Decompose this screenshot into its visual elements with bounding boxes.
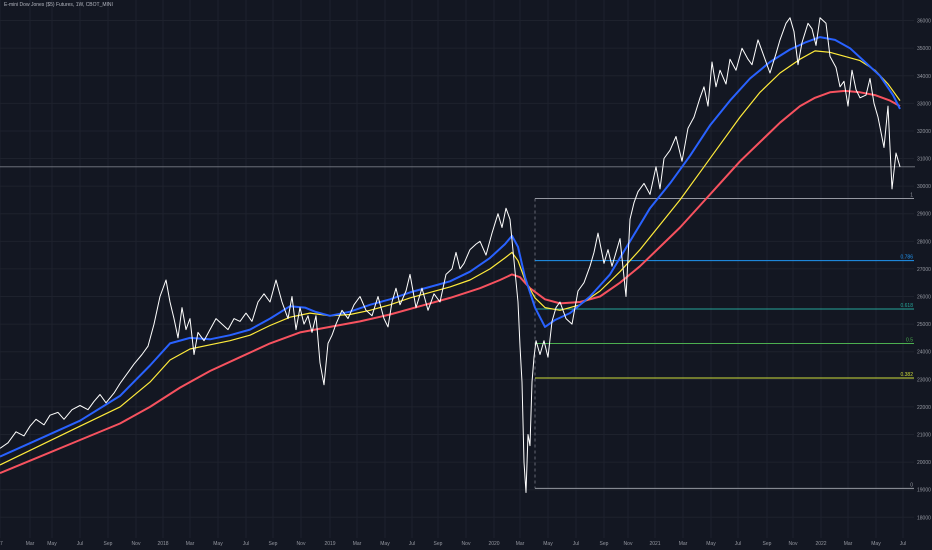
series-lines bbox=[0, 17, 901, 493]
x-tick-label: Nov bbox=[132, 541, 141, 547]
x-tick-label: Mar bbox=[26, 541, 35, 547]
x-tick-label: 2018 bbox=[157, 541, 168, 547]
y-tick-label: 36000 bbox=[917, 19, 931, 25]
x-tick-label: Mar bbox=[844, 541, 853, 547]
fib-level-label: 0 bbox=[910, 482, 913, 488]
y-tick-label: 23000 bbox=[917, 377, 931, 383]
x-axis[interactable]: 7 Mar May Jul Sep Nov 2018 Mar May Jul Sep Nov 2019 M… bbox=[0, 541, 906, 547]
y-tick-label: 29000 bbox=[917, 212, 931, 218]
y-tick-label: 32000 bbox=[917, 129, 931, 135]
fib-level-label: 0.618 bbox=[900, 303, 913, 309]
x-tick-label: Jul bbox=[243, 541, 249, 547]
y-tick-label: 27000 bbox=[917, 267, 931, 273]
x-tick-label: Nov bbox=[462, 541, 471, 547]
fib-level-label: 0.382 bbox=[900, 372, 913, 378]
price-line bbox=[0, 17, 901, 493]
x-tick-label: Mar bbox=[679, 541, 688, 547]
y-tick-label: 26000 bbox=[917, 295, 931, 301]
y-tick-label: 33000 bbox=[917, 101, 931, 107]
x-tick-label: Sep bbox=[269, 541, 278, 547]
x-tick-label: Mar bbox=[516, 541, 525, 547]
y-tick-label: 35000 bbox=[917, 46, 931, 52]
x-tick-label: Nov bbox=[789, 541, 798, 547]
x-tick-label: Jul bbox=[573, 541, 579, 547]
x-tick-label: Sep bbox=[763, 541, 772, 547]
fib-level-label: 0.5 bbox=[906, 337, 913, 343]
y-tick-label: 25000 bbox=[917, 322, 931, 328]
y-tick-label: 34000 bbox=[917, 74, 931, 80]
y-tick-label: 24000 bbox=[917, 350, 931, 356]
ma-yellow-line bbox=[0, 50, 901, 466]
grid bbox=[0, 0, 914, 538]
fib-retracement[interactable]: 1 0.786 0.618 0.5 0.382 0 bbox=[534, 193, 914, 489]
x-tick-label: Mar bbox=[186, 541, 195, 547]
y-axis[interactable]: 18000 19000 20000 21000 22000 23000 24000 25000… bbox=[917, 19, 931, 522]
x-tick-label: Jul bbox=[735, 541, 741, 547]
x-tick-label: Nov bbox=[297, 541, 306, 547]
chart-title: E-mini Dow Jones ($5) Futures, 1W, CBOT_… bbox=[4, 2, 113, 8]
x-tick-label: Sep bbox=[434, 541, 443, 547]
y-tick-label: 31000 bbox=[917, 157, 931, 163]
y-tick-label: 18000 bbox=[917, 515, 931, 521]
x-tick-label: May bbox=[706, 541, 716, 547]
y-tick-label: 30000 bbox=[917, 184, 931, 190]
x-tick-label: 2022 bbox=[815, 541, 826, 547]
x-tick-label: 2019 bbox=[324, 541, 335, 547]
x-tick-label: May bbox=[213, 541, 223, 547]
x-tick-label: Jul bbox=[409, 541, 415, 547]
x-tick-label: Mar bbox=[353, 541, 362, 547]
x-tick-label: Jul bbox=[900, 541, 906, 547]
x-tick-label: May bbox=[871, 541, 881, 547]
x-tick-label: Jul bbox=[77, 541, 83, 547]
x-tick-label: May bbox=[47, 541, 57, 547]
y-tick-label: 20000 bbox=[917, 460, 931, 466]
y-tick-label: 28000 bbox=[917, 239, 931, 245]
y-tick-label: 19000 bbox=[917, 488, 931, 494]
x-tick-label: Sep bbox=[104, 541, 113, 547]
ma-red-line bbox=[0, 89, 901, 475]
x-tick-label: May bbox=[543, 541, 553, 547]
x-tick-label: Nov bbox=[624, 541, 633, 547]
y-tick-label: 21000 bbox=[917, 433, 931, 439]
x-tick-label: Sep bbox=[600, 541, 609, 547]
x-tick-label: 7 bbox=[0, 541, 3, 547]
x-tick-label: 2021 bbox=[649, 541, 660, 547]
x-tick-label: 2020 bbox=[488, 541, 499, 547]
ma-blue-line bbox=[0, 36, 901, 458]
fib-level-label: 1 bbox=[910, 193, 913, 199]
x-tick-label: May bbox=[380, 541, 390, 547]
fib-level-label: 0.786 bbox=[900, 255, 913, 261]
y-tick-label: 22000 bbox=[917, 405, 931, 411]
